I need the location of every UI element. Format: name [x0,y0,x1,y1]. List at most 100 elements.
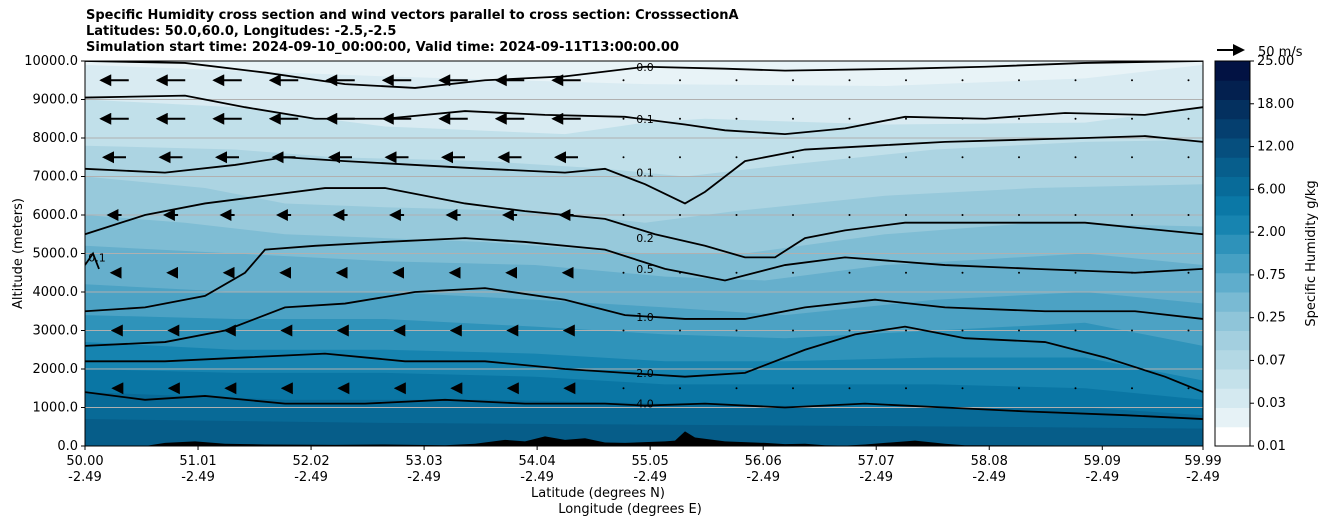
wind-vector-5-9 [622,329,625,332]
colorbar-segment-4 [1215,349,1250,370]
colorbar-segment-19 [1215,61,1250,81]
humidity-band-12 [85,419,1203,446]
x-tick-lat-8: 58.08 [971,454,1008,469]
wind-vector-1-11 [735,117,738,120]
wind-vector-6-17 [1074,387,1077,390]
wind-vector-4-16 [1018,271,1020,274]
wind-vector-2-16 [1018,156,1020,159]
colorbar-segment-15 [1215,138,1250,158]
wind-vector-0-10 [679,79,681,82]
wind-vector-2-19 [1187,156,1190,159]
wind-vector-0-19 [1187,79,1190,82]
colorbar-segment-2 [1215,388,1250,408]
wind-vector-6-10 [679,387,681,390]
x-axis-label-lon: Longitude (degrees E) [558,502,702,517]
x-tick-lat-5: 55.05 [632,454,669,469]
wind-vector-5-16 [1018,329,1020,332]
wind-vector-4-15 [961,271,964,274]
wind-vector-2-9 [622,156,625,159]
colorbar-segment-5 [1215,330,1250,351]
wind-vector-1-14 [905,117,907,120]
wind-vector-2-13 [848,156,851,159]
contour-label-5: 0.2 [636,232,654,245]
contour-line-5 [85,187,1203,259]
colorbar-label: Specific Humidity g/kg [1304,180,1319,326]
x-tick-lon-10: -2.49 [1186,470,1220,485]
colorbar: 0.01 0.03 0.07 0.25 0.75 2.00 6.00 12.00 18.00 25… [1214,54,1319,454]
wind-vector-4-10 [679,271,681,274]
x-tick-lat-1: 51.01 [179,454,216,469]
y-tick-label-1: 1000.0 [33,401,79,416]
y-tick-label-8: 8000.0 [33,131,79,146]
wind-vector-6-15 [961,387,964,390]
wind-vector-5-14 [905,329,907,332]
wind-vector-6-16 [1018,387,1020,390]
wind-vector-3-11 [735,214,738,216]
wind-vector-5-18 [1131,329,1133,332]
colorbar-segment-1 [1215,407,1250,428]
contour-label-8: 2.0 [636,367,654,380]
colorbar-tick-label-2: 0.07 [1257,353,1286,368]
wind-vector-1-10 [679,117,681,120]
chart-title-line-2: Latitudes: 50.0,60.0, Longitudes: -2.5,-… [86,24,397,39]
wind-vector-3-17 [1074,214,1077,216]
x-tick-lon-9: -2.49 [1085,470,1119,485]
colorbar-tick-label-9: 25.00 [1257,54,1294,69]
x-tick-lat-10: 59.99 [1184,454,1221,469]
wind-vector-3-13 [848,214,851,216]
wind-vector-0-14 [905,79,907,82]
contour-label-7: 1.0 [636,311,654,324]
x-tick-lat-7: 57.07 [858,454,895,469]
wind-vector-5-10 [679,329,681,332]
wind-vector-4-12 [792,271,794,274]
y-tick-label-7: 7000.0 [33,170,79,185]
x-tick-lon-4: -2.49 [520,470,554,485]
wind-vector-6-9 [622,387,625,390]
terrain-silhouette [85,431,1203,446]
colorbar-segment-6 [1215,311,1250,331]
wind-vector-2-10 [679,156,681,159]
wind-vector-3-18 [1131,214,1133,216]
wind-vector-1-18 [1131,117,1133,120]
chart-title-line-3: Simulation start time: 2024-09-10_00:00:… [86,40,679,55]
colorbar-tick-label-7: 12.00 [1257,140,1294,155]
y-tick-label-9: 9000.0 [33,93,79,108]
wind-vector-0-11 [735,79,738,82]
wind-vector-4-17 [1074,271,1077,274]
x-tick-lat-6: 56.06 [745,454,782,469]
wind-vector-5-12 [792,329,794,332]
x-tick-lat-0: 50.00 [66,454,103,469]
y-axis-label: Altitude (meters) [11,198,26,309]
x-axis-label-lat: Latitude (degrees N) [531,486,665,501]
wind-vector-2-15 [961,156,964,159]
wind-vector-5-11 [735,329,738,332]
y-tick-label-4: 4000.0 [33,285,79,300]
wind-vector-6-18 [1131,387,1133,390]
colorbar-segment-0 [1215,426,1250,447]
wind-vector-3-15 [961,214,964,216]
y-tick-label-2: 2000.0 [33,362,79,377]
wind-vector-3-12 [792,214,794,216]
colorbar-segment-18 [1215,80,1250,100]
wind-vector-5-13 [848,329,851,332]
wind-vector-2-18 [1131,156,1133,159]
colorbar-tick-label-0: 0.01 [1257,439,1286,454]
y-tick-label-10: 10000.0 [24,54,78,69]
y-tick-label-6: 6000.0 [33,208,79,223]
contour-label-6: 0.5 [636,263,654,276]
y-tick-label-3: 3000.0 [33,324,79,339]
wind-vector-3-19 [1187,214,1190,216]
wind-vector-1-17 [1074,117,1077,120]
wind-vector-4-11 [735,271,738,274]
x-tick-lon-0: -2.49 [68,470,102,485]
wind-vector-1-19 [1187,117,1190,120]
colorbar-frame [1214,60,1251,447]
wind-vector-0-9 [622,79,625,82]
colorbar-tick-label-5: 2.00 [1257,225,1286,240]
x-tick-lat-9: 59.09 [1084,454,1121,469]
wind-vector-3-10 [679,214,681,216]
colorbar-segment-17 [1215,99,1250,120]
wind-vector-0-15 [961,79,964,82]
